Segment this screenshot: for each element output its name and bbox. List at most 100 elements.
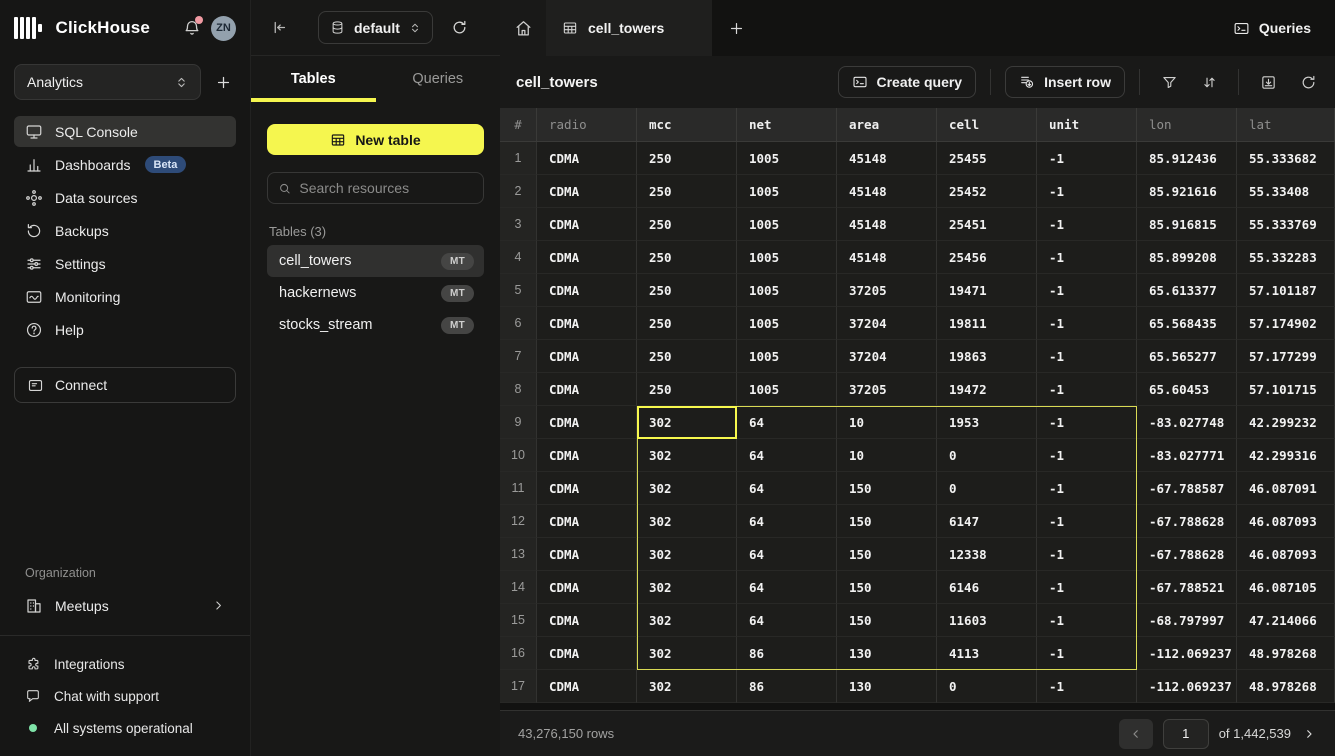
refresh-data-button[interactable]: [1293, 67, 1323, 97]
table-cell[interactable]: -1: [1037, 274, 1137, 307]
table-list-item-cell_towers[interactable]: cell_towers MT: [267, 245, 484, 277]
system-status-link[interactable]: All systems operational: [14, 714, 236, 742]
table-cell[interactable]: 25451: [937, 208, 1037, 241]
table-cell[interactable]: -1: [1037, 307, 1137, 340]
row-number-cell[interactable]: 11: [500, 472, 537, 505]
table-cell[interactable]: -1: [1037, 175, 1137, 208]
table-cell[interactable]: 86: [737, 637, 837, 670]
table-cell[interactable]: 1005: [737, 274, 837, 307]
table-cell[interactable]: 1005: [737, 142, 837, 175]
table-cell[interactable]: -83.027748: [1137, 406, 1237, 439]
prev-page-button[interactable]: [1118, 718, 1153, 749]
table-cell[interactable]: 302: [637, 505, 737, 538]
table-cell[interactable]: 11603: [937, 604, 1037, 637]
table-cell[interactable]: 1005: [737, 340, 837, 373]
sidebar-item-backups[interactable]: Backups: [14, 215, 236, 246]
connect-button[interactable]: Connect: [14, 367, 236, 403]
table-cell[interactable]: 0: [937, 670, 1037, 703]
table-cell[interactable]: -68.797997: [1137, 604, 1237, 637]
table-cell[interactable]: 19472: [937, 373, 1037, 406]
table-cell[interactable]: 42.299232: [1237, 406, 1335, 439]
table-cell[interactable]: 302: [637, 472, 737, 505]
table-cell[interactable]: CDMA: [537, 538, 637, 571]
row-number-cell[interactable]: 16: [500, 637, 537, 670]
table-list-item-stocks_stream[interactable]: stocks_stream MT: [267, 309, 484, 341]
row-number-cell[interactable]: 17: [500, 670, 537, 703]
table-cell[interactable]: 64: [737, 604, 837, 637]
table-cell[interactable]: 65.565277: [1137, 340, 1237, 373]
row-number-cell[interactable]: 10: [500, 439, 537, 472]
table-cell[interactable]: 64: [737, 472, 837, 505]
table-cell[interactable]: 64: [737, 571, 837, 604]
refresh-tables-button[interactable]: [447, 15, 472, 40]
table-cell[interactable]: 85.899208: [1137, 241, 1237, 274]
table-list-item-hackernews[interactable]: hackernews MT: [267, 277, 484, 309]
table-cell[interactable]: -1: [1037, 241, 1137, 274]
table-cell[interactable]: 6147: [937, 505, 1037, 538]
sidebar-item-help[interactable]: Help: [14, 314, 236, 345]
table-cell[interactable]: CDMA: [537, 637, 637, 670]
table-cell[interactable]: CDMA: [537, 175, 637, 208]
table-cell[interactable]: 57.177299: [1237, 340, 1335, 373]
column-header-mcc[interactable]: mcc: [637, 108, 737, 142]
table-cell[interactable]: 1005: [737, 175, 837, 208]
table-cell[interactable]: 19863: [937, 340, 1037, 373]
table-cell[interactable]: CDMA: [537, 340, 637, 373]
sidebar-item-sql-console[interactable]: SQL Console: [14, 116, 236, 147]
table-cell[interactable]: 65.613377: [1137, 274, 1237, 307]
row-number-cell[interactable]: 12: [500, 505, 537, 538]
avatar[interactable]: ZN: [211, 15, 236, 41]
table-cell[interactable]: CDMA: [537, 571, 637, 604]
table-cell[interactable]: 25455: [937, 142, 1037, 175]
table-cell[interactable]: 65.568435: [1137, 307, 1237, 340]
table-cell[interactable]: 45148: [837, 175, 937, 208]
table-cell[interactable]: -1: [1037, 604, 1137, 637]
table-cell[interactable]: 130: [837, 670, 937, 703]
column-header-area[interactable]: area: [837, 108, 937, 142]
row-number-cell[interactable]: 3: [500, 208, 537, 241]
table-cell[interactable]: 47.214066: [1237, 604, 1335, 637]
table-cell[interactable]: 57.101187: [1237, 274, 1335, 307]
table-cell[interactable]: 1005: [737, 241, 837, 274]
column-header-net[interactable]: net: [737, 108, 837, 142]
table-cell[interactable]: 45148: [837, 142, 937, 175]
table-cell[interactable]: 64: [737, 439, 837, 472]
table-cell[interactable]: -1: [1037, 340, 1137, 373]
column-header-cell[interactable]: cell: [937, 108, 1037, 142]
sidebar-item-monitoring[interactable]: Monitoring: [14, 281, 236, 312]
table-cell[interactable]: 46.087093: [1237, 505, 1335, 538]
row-number-cell[interactable]: 1: [500, 142, 537, 175]
next-page-button[interactable]: [1301, 724, 1317, 744]
table-cell[interactable]: 250: [637, 340, 737, 373]
table-cell[interactable]: 250: [637, 274, 737, 307]
row-number-cell[interactable]: 14: [500, 571, 537, 604]
table-cell[interactable]: 302: [637, 571, 737, 604]
table-cell[interactable]: 57.174902: [1237, 307, 1335, 340]
new-tab-button[interactable]: [712, 0, 760, 56]
table-cell[interactable]: -1: [1037, 637, 1137, 670]
table-cell[interactable]: 302: [637, 439, 737, 472]
new-table-button[interactable]: New table: [267, 124, 484, 155]
table-cell[interactable]: CDMA: [537, 670, 637, 703]
table-cell[interactable]: 19471: [937, 274, 1037, 307]
column-header-row-number[interactable]: #: [500, 108, 537, 142]
sidebar-item-data-sources[interactable]: Data sources: [14, 182, 236, 213]
row-number-cell[interactable]: 15: [500, 604, 537, 637]
table-cell[interactable]: 302: [637, 670, 737, 703]
table-cell[interactable]: 0: [937, 472, 1037, 505]
table-cell[interactable]: CDMA: [537, 406, 637, 439]
row-number-cell[interactable]: 7: [500, 340, 537, 373]
notifications-button[interactable]: [181, 16, 203, 39]
table-cell[interactable]: 250: [637, 373, 737, 406]
table-cell[interactable]: -67.788628: [1137, 538, 1237, 571]
tab-tables[interactable]: Tables: [251, 56, 376, 102]
search-resources-input[interactable]: [299, 180, 473, 196]
table-cell[interactable]: CDMA: [537, 274, 637, 307]
table-cell[interactable]: 45148: [837, 241, 937, 274]
table-cell[interactable]: -1: [1037, 571, 1137, 604]
table-cell[interactable]: -1: [1037, 373, 1137, 406]
table-cell[interactable]: 1005: [737, 208, 837, 241]
table-cell[interactable]: 45148: [837, 208, 937, 241]
table-cell[interactable]: 250: [637, 307, 737, 340]
table-cell[interactable]: 250: [637, 208, 737, 241]
